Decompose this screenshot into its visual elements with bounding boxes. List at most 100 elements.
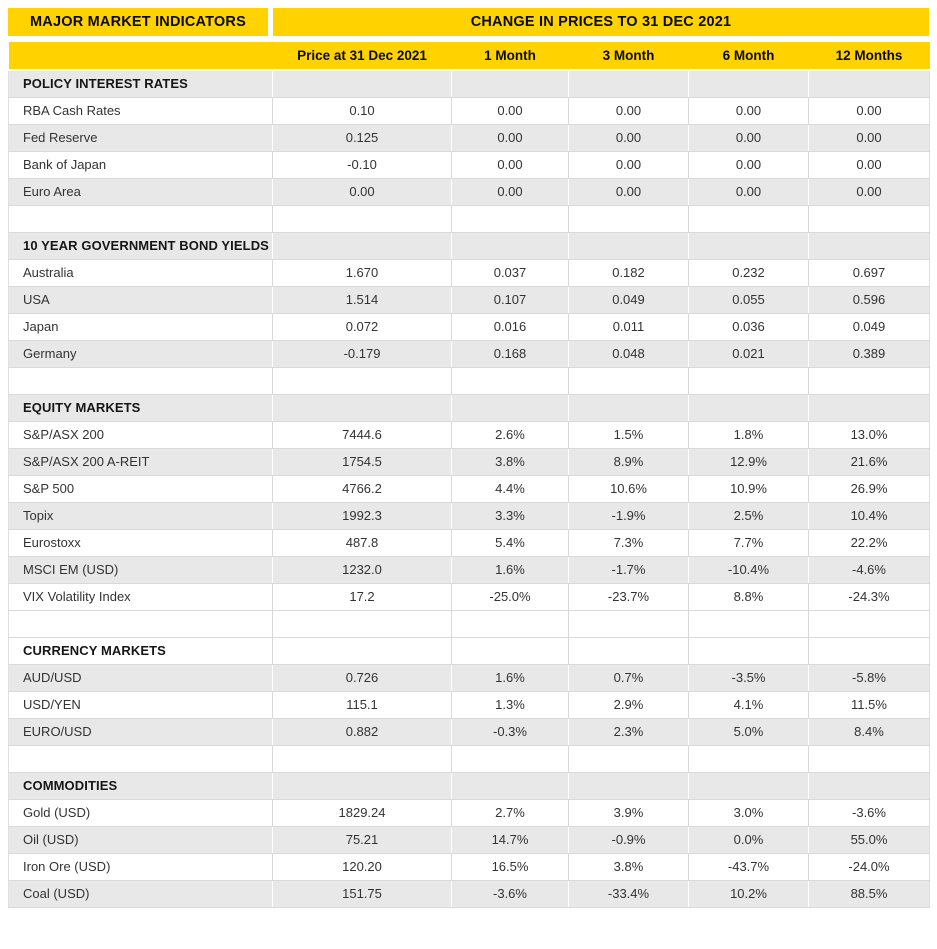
section-header-row: EQUITY MARKETS	[8, 394, 930, 422]
empty-cell	[688, 205, 809, 233]
value-cell: 1.3%	[451, 691, 569, 719]
value-cell: 0.00	[451, 178, 569, 206]
column-header-3-month: 3 Month	[568, 42, 689, 71]
value-cell: 0.00	[808, 178, 930, 206]
value-cell: 0.055	[688, 286, 809, 314]
table-row: Oil (USD) 75.21 14.7% -0.9% 0.0% 55.0%	[8, 826, 930, 854]
value-cell: 0.072	[272, 313, 452, 341]
value-cell: -1.7%	[568, 556, 689, 584]
empty-cell	[808, 232, 930, 260]
row-label: MSCI EM (USD)	[8, 556, 273, 584]
table-row: S&P/ASX 200 A-REIT 1754.5 3.8% 8.9% 12.9% 21.…	[8, 448, 930, 476]
value-cell: 0.036	[688, 313, 809, 341]
value-cell: 0.596	[808, 286, 930, 314]
value-cell: 0.049	[568, 286, 689, 314]
empty-cell	[688, 610, 809, 638]
value-cell: 0.00	[568, 97, 689, 125]
table-row: Iron Ore (USD) 120.20 16.5% 3.8% -43.7% -24.0…	[8, 853, 930, 881]
value-cell: 0.0%	[688, 826, 809, 854]
row-label: USD/YEN	[8, 691, 273, 719]
spacer-row	[8, 610, 930, 638]
section-title: POLICY INTEREST RATES	[8, 70, 273, 98]
value-cell: 0.10	[272, 97, 452, 125]
value-cell: 10.2%	[688, 880, 809, 908]
table-row: Coal (USD) 151.75 -3.6% -33.4% 10.2% 88.5%	[8, 880, 930, 908]
spacer-row	[8, 205, 930, 233]
value-cell: 0.00	[272, 178, 452, 206]
value-cell: 0.00	[568, 124, 689, 152]
value-cell: 1.6%	[451, 664, 569, 692]
value-cell: 0.037	[451, 259, 569, 287]
empty-cell	[568, 367, 689, 395]
row-label: S&P/ASX 200 A-REIT	[8, 448, 273, 476]
empty-cell	[451, 367, 569, 395]
row-label: Coal (USD)	[8, 880, 273, 908]
value-cell: -0.10	[272, 151, 452, 179]
empty-cell	[568, 637, 689, 665]
empty-cell	[808, 394, 930, 422]
empty-cell	[272, 205, 452, 233]
value-cell: 0.00	[808, 97, 930, 125]
value-cell: 7.7%	[688, 529, 809, 557]
value-cell: -0.9%	[568, 826, 689, 854]
table-row: USA 1.514 0.107 0.049 0.055 0.596	[8, 286, 930, 314]
value-cell: 1992.3	[272, 502, 452, 530]
value-cell: 0.107	[451, 286, 569, 314]
value-cell: 487.8	[272, 529, 452, 557]
table-row: Euro Area 0.00 0.00 0.00 0.00 0.00	[8, 178, 930, 206]
table-title: MAJOR MARKET INDICATORS	[8, 8, 268, 36]
table-row: Japan 0.072 0.016 0.011 0.036 0.049	[8, 313, 930, 341]
value-cell: 0.182	[568, 259, 689, 287]
value-cell: -33.4%	[568, 880, 689, 908]
value-cell: -25.0%	[451, 583, 569, 611]
empty-cell	[688, 394, 809, 422]
value-cell: 2.5%	[688, 502, 809, 530]
value-cell: 12.9%	[688, 448, 809, 476]
value-cell: 0.00	[451, 97, 569, 125]
value-cell: 0.125	[272, 124, 452, 152]
empty-cell	[272, 610, 452, 638]
value-cell: -3.6%	[451, 880, 569, 908]
row-label: Japan	[8, 313, 273, 341]
empty-cell	[272, 745, 452, 773]
empty-cell	[688, 367, 809, 395]
value-cell: 0.389	[808, 340, 930, 368]
value-cell: 3.3%	[451, 502, 569, 530]
empty-cell	[568, 394, 689, 422]
row-label: Euro Area	[8, 178, 273, 206]
empty-cell	[272, 772, 452, 800]
value-cell: 0.00	[808, 151, 930, 179]
empty-cell	[451, 610, 569, 638]
section-title: 10 YEAR GOVERNMENT BOND YIELDS	[8, 232, 273, 260]
empty-cell	[568, 70, 689, 98]
table-row: Topix 1992.3 3.3% -1.9% 2.5% 10.4%	[8, 502, 930, 530]
table-row: EURO/USD 0.882 -0.3% 2.3% 5.0% 8.4%	[8, 718, 930, 746]
section-header-row: COMMODITIES	[8, 772, 930, 800]
row-label: RBA Cash Rates	[8, 97, 273, 125]
value-cell: 13.0%	[808, 421, 930, 449]
empty-cell	[451, 70, 569, 98]
value-cell: 2.6%	[451, 421, 569, 449]
value-cell: 3.8%	[451, 448, 569, 476]
empty-cell	[808, 637, 930, 665]
table-row: USD/YEN 115.1 1.3% 2.9% 4.1% 11.5%	[8, 691, 930, 719]
section-title: CURRENCY MARKETS	[8, 637, 273, 665]
value-cell: 115.1	[272, 691, 452, 719]
row-label: Bank of Japan	[8, 151, 273, 179]
row-label: AUD/USD	[8, 664, 273, 692]
empty-cell	[568, 610, 689, 638]
banner-row: MAJOR MARKET INDICATORS CHANGE IN PRICES…	[8, 8, 929, 36]
empty-cell	[568, 205, 689, 233]
row-label: S&P/ASX 200	[8, 421, 273, 449]
row-label: Fed Reserve	[8, 124, 273, 152]
empty-cell	[8, 745, 273, 773]
value-cell: 1.514	[272, 286, 452, 314]
value-cell: -10.4%	[688, 556, 809, 584]
value-cell: 0.00	[688, 124, 809, 152]
table-row: Germany -0.179 0.168 0.048 0.021 0.389	[8, 340, 930, 368]
value-cell: 4.4%	[451, 475, 569, 503]
row-label: VIX Volatility Index	[8, 583, 273, 611]
value-cell: 0.00	[688, 151, 809, 179]
empty-cell	[451, 205, 569, 233]
value-cell: 3.0%	[688, 799, 809, 827]
